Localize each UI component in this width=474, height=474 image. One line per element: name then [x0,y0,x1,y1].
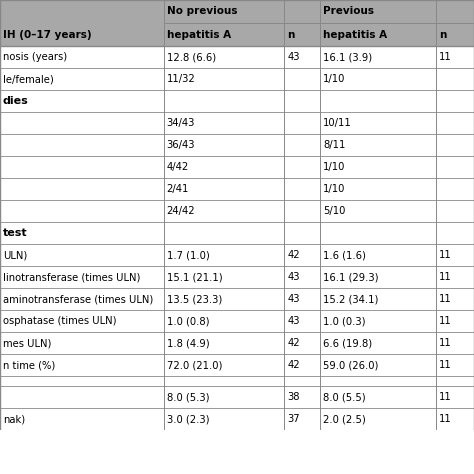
Text: 38: 38 [287,392,300,402]
Bar [0,156,474,178]
Text: n time (%): n time (%) [3,360,55,370]
Bar [0,68,474,90]
Text: 11: 11 [439,294,452,304]
Text: 11: 11 [439,316,452,326]
Text: 1.7 (1.0): 1.7 (1.0) [166,250,210,260]
Text: 15.1 (21.1): 15.1 (21.1) [166,272,222,282]
Bar [284,0,320,23]
Bar [320,0,436,23]
Text: hepatitis A: hepatitis A [166,29,231,39]
Text: 4/42: 4/42 [166,162,189,172]
Text: 72.0 (21.0): 72.0 (21.0) [166,360,222,370]
Text: aminotransferase (times ULN): aminotransferase (times ULN) [3,294,153,304]
Bar [436,0,474,23]
Bar [0,266,474,288]
Text: 8.0 (5.5): 8.0 (5.5) [323,392,365,402]
Text: 11: 11 [439,250,452,260]
Text: 42: 42 [287,360,300,370]
Text: n: n [287,29,295,39]
Text: 1/10: 1/10 [323,184,346,194]
Text: 42: 42 [287,250,300,260]
Bar [0,178,474,200]
Bar [0,222,474,244]
Text: IH (0–17 years): IH (0–17 years) [3,29,91,39]
Bar [0,244,474,266]
Text: 16.1 (3.9): 16.1 (3.9) [323,52,372,62]
Text: 10/11: 10/11 [323,118,352,128]
Text: osphatase (times ULN): osphatase (times ULN) [3,316,117,326]
Bar [0,310,474,332]
Text: 5/10: 5/10 [323,206,346,216]
Text: test: test [3,228,27,238]
Text: ULN): ULN) [3,250,27,260]
Text: 43: 43 [287,52,300,62]
Text: 11: 11 [439,272,452,282]
Bar [436,23,474,46]
Bar [0,134,474,156]
Text: 16.1 (29.3): 16.1 (29.3) [323,272,378,282]
Text: 1.6 (1.6): 1.6 (1.6) [323,250,366,260]
Bar [164,0,284,23]
Bar [284,23,320,46]
Text: 59.0 (26.0): 59.0 (26.0) [323,360,378,370]
Text: dies: dies [3,96,29,106]
Text: mes ULN): mes ULN) [3,338,51,348]
Text: 11: 11 [439,360,452,370]
Text: 11: 11 [439,52,452,62]
Text: No previous: No previous [166,7,237,17]
Bar [0,386,474,408]
Text: nak): nak) [3,414,25,424]
Bar [0,112,474,134]
Bar [0,408,474,430]
Text: 43: 43 [287,316,300,326]
Text: 11: 11 [439,392,452,402]
Bar [164,23,284,46]
Text: linotransferase (times ULN): linotransferase (times ULN) [3,272,140,282]
Bar [320,23,436,46]
Text: 37: 37 [287,414,300,424]
Text: nosis (years): nosis (years) [3,52,67,62]
Bar [0,376,474,386]
Text: n: n [439,29,447,39]
Bar [0,23,164,46]
Text: 11/32: 11/32 [166,74,195,84]
Text: 3.0 (2.3): 3.0 (2.3) [166,414,209,424]
Text: 6.6 (19.8): 6.6 (19.8) [323,338,372,348]
Bar [0,90,474,112]
Bar [0,0,164,23]
Text: 1.0 (0.8): 1.0 (0.8) [166,316,209,326]
Bar [0,332,474,354]
Text: 2/41: 2/41 [166,184,189,194]
Bar [0,288,474,310]
Text: 43: 43 [287,272,300,282]
Bar [0,354,474,376]
Bar [0,200,474,222]
Text: 1/10: 1/10 [323,162,346,172]
Text: 11: 11 [439,414,452,424]
Text: 15.2 (34.1): 15.2 (34.1) [323,294,378,304]
Text: 8/11: 8/11 [323,140,346,150]
Text: 12.8 (6.6): 12.8 (6.6) [166,52,216,62]
Text: 36/43: 36/43 [166,140,195,150]
Text: hepatitis A: hepatitis A [323,29,387,39]
Text: 24/42: 24/42 [166,206,195,216]
Text: 11: 11 [439,338,452,348]
Text: Previous: Previous [323,7,374,17]
Text: 2.0 (2.5): 2.0 (2.5) [323,414,366,424]
Text: le/female): le/female) [3,74,54,84]
Text: 1.0 (0.3): 1.0 (0.3) [323,316,365,326]
Text: 42: 42 [287,338,300,348]
Text: 34/43: 34/43 [166,118,195,128]
Text: 1.8 (4.9): 1.8 (4.9) [166,338,209,348]
Bar [0,46,474,68]
Text: 8.0 (5.3): 8.0 (5.3) [166,392,209,402]
Text: 1/10: 1/10 [323,74,346,84]
Text: 13.5 (23.3): 13.5 (23.3) [166,294,222,304]
Text: 43: 43 [287,294,300,304]
